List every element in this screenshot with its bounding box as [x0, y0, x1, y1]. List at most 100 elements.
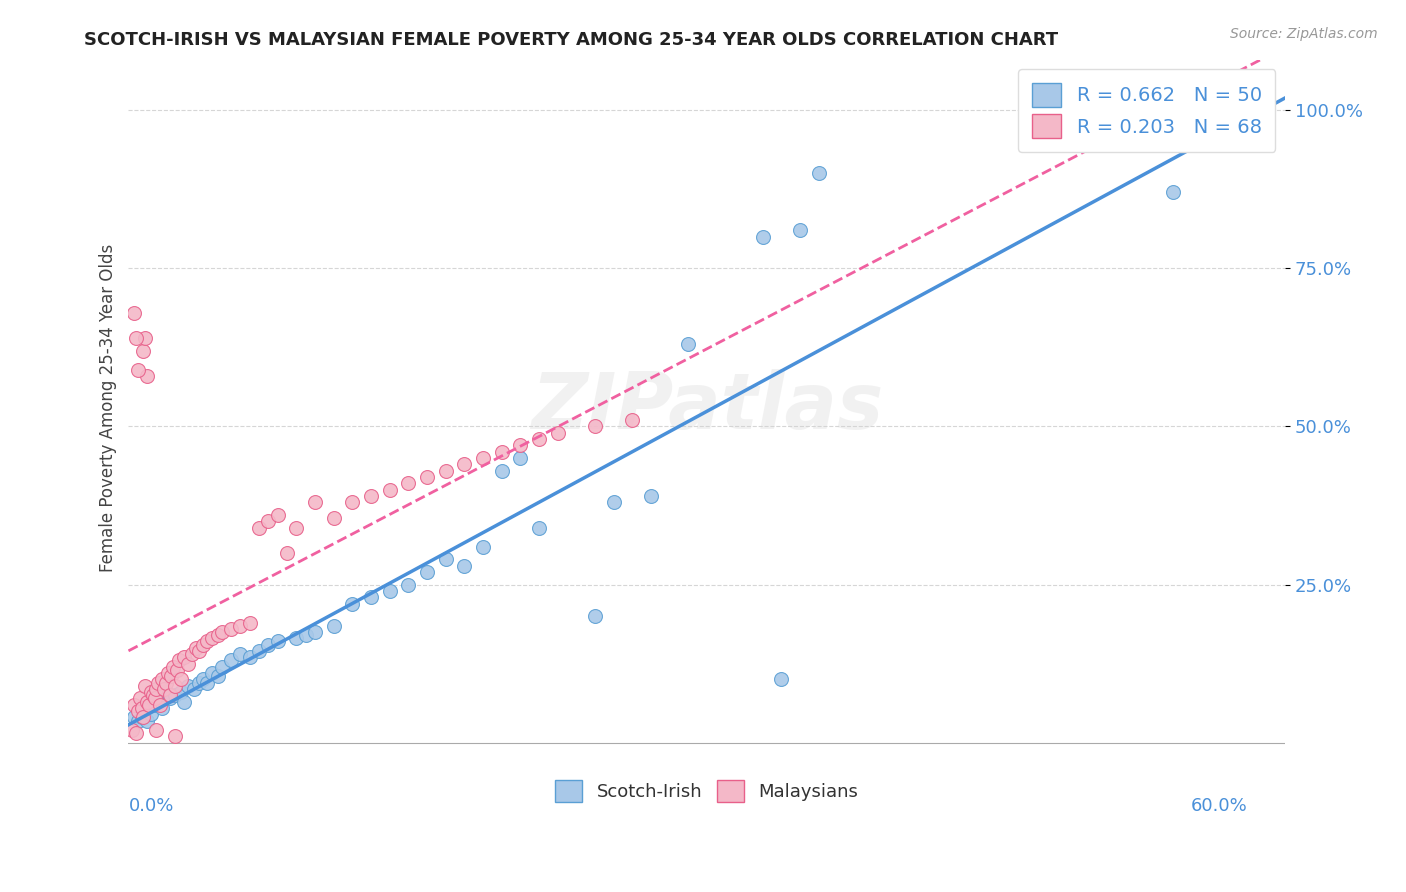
Point: [128, 691, 150, 706]
Point: [342, 597, 364, 611]
Point: [770, 673, 793, 687]
Point: [257, 514, 280, 528]
Point: [177, 657, 200, 671]
Point: [191, 673, 214, 687]
Point: [360, 489, 382, 503]
Point: [807, 166, 830, 180]
Point: [342, 495, 364, 509]
Point: [304, 495, 326, 509]
Point: [165, 688, 187, 702]
Point: [201, 666, 224, 681]
Point: [257, 638, 280, 652]
Point: [239, 650, 262, 665]
Point: [136, 368, 159, 383]
Point: [165, 730, 187, 744]
Point: [527, 521, 550, 535]
Point: [184, 640, 207, 655]
Point: [267, 634, 290, 648]
Text: Source: ZipAtlas.com: Source: ZipAtlas.com: [1230, 27, 1378, 41]
Point: [122, 698, 145, 712]
Point: [166, 663, 188, 677]
Point: [138, 698, 160, 712]
Point: [396, 476, 419, 491]
Point: [156, 666, 179, 681]
Point: [434, 464, 457, 478]
Point: [527, 432, 550, 446]
Point: [143, 691, 166, 706]
Point: [509, 451, 531, 466]
Point: [142, 688, 165, 702]
Point: [170, 685, 193, 699]
Point: [162, 660, 184, 674]
Point: [125, 726, 148, 740]
Point: [122, 710, 145, 724]
Point: [509, 438, 531, 452]
Point: [207, 628, 229, 642]
Point: [583, 419, 606, 434]
Point: [378, 583, 401, 598]
Point: [229, 618, 252, 632]
Point: [125, 331, 148, 345]
Text: SCOTCH-IRISH VS MALAYSIAN FEMALE POVERTY AMONG 25-34 YEAR OLDS CORRELATION CHART: SCOTCH-IRISH VS MALAYSIAN FEMALE POVERTY…: [84, 31, 1059, 49]
Point: [416, 565, 439, 579]
Legend: Scotch-Irish, Malaysians: Scotch-Irish, Malaysians: [548, 772, 866, 809]
Point: [155, 685, 177, 699]
Point: [207, 669, 229, 683]
Point: [150, 673, 173, 687]
Point: [134, 331, 156, 345]
Text: 0.0%: 0.0%: [128, 797, 174, 815]
Point: [139, 685, 162, 699]
Point: [195, 634, 218, 648]
Point: [127, 714, 149, 728]
Point: [159, 688, 181, 702]
Point: [155, 675, 177, 690]
Point: [322, 511, 344, 525]
Point: [491, 464, 513, 478]
Point: [134, 679, 156, 693]
Point: [789, 223, 811, 237]
Point: [304, 625, 326, 640]
Point: [285, 521, 308, 535]
Point: [131, 710, 153, 724]
Point: [491, 444, 513, 458]
Point: [471, 540, 494, 554]
Point: [201, 632, 224, 646]
Point: [148, 675, 170, 690]
Point: [136, 714, 159, 728]
Point: [229, 647, 252, 661]
Point: [247, 521, 270, 535]
Point: [167, 653, 190, 667]
Point: [276, 546, 298, 560]
Point: [159, 691, 181, 706]
Point: [122, 305, 145, 319]
Text: 60.0%: 60.0%: [1191, 797, 1249, 815]
Point: [173, 695, 195, 709]
Point: [131, 701, 153, 715]
Point: [752, 229, 775, 244]
Point: [640, 489, 662, 503]
Point: [211, 660, 233, 674]
Point: [267, 508, 290, 522]
Point: [145, 681, 167, 696]
Point: [434, 552, 457, 566]
Point: [145, 698, 167, 712]
Point: [676, 337, 699, 351]
Point: [1161, 186, 1184, 200]
Point: [127, 362, 149, 376]
Point: [188, 675, 211, 690]
Point: [173, 650, 195, 665]
Point: [150, 701, 173, 715]
Point: [621, 413, 644, 427]
Point: [396, 577, 419, 591]
Point: [322, 618, 344, 632]
Point: [188, 644, 211, 658]
Point: [219, 653, 242, 667]
Point: [180, 647, 202, 661]
Point: [219, 622, 242, 636]
Point: [583, 609, 606, 624]
Point: [145, 723, 167, 737]
Point: [294, 628, 316, 642]
Text: ZIPatlas: ZIPatlas: [530, 369, 883, 445]
Point: [416, 470, 439, 484]
Point: [247, 644, 270, 658]
